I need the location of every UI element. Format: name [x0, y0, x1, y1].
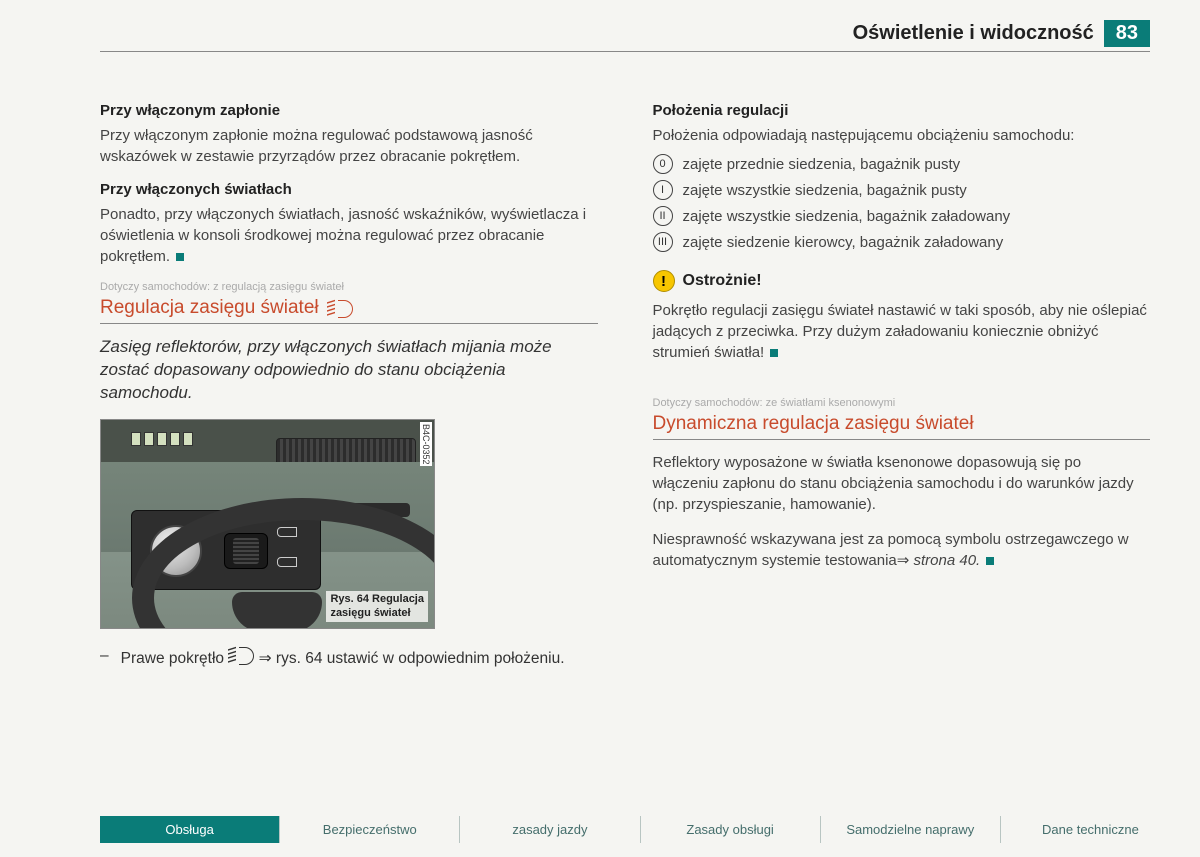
- position-item-1: I zajęte wszystkie siedzenia, bagażnik p…: [653, 180, 1151, 200]
- subheading-positions: Położenia regulacji: [653, 102, 1151, 119]
- end-mark-icon: [986, 557, 994, 565]
- para-xenon-2: Niesprawność wskazywana jest za pomocą s…: [653, 529, 1151, 571]
- headlamp-icon: [327, 300, 353, 316]
- positions-lead: Położenia odpowiadają następującemu obci…: [653, 125, 1151, 146]
- caution-title: Ostrożnie!: [683, 272, 762, 290]
- position-item-0: 0 zajęte przednie siedzenia, bagażnik pu…: [653, 154, 1151, 174]
- applies-note-2: Dotyczy samochodów: ze światłami ksenono…: [653, 397, 1151, 409]
- figure-64-image: B4C-0352 Rys. 64 Regulacja zasięgu świat…: [100, 419, 435, 629]
- para-ignition-on: Przy włączonym zapłonie można regulować …: [100, 125, 598, 167]
- caution-header: ! Ostrożnie!: [653, 270, 1151, 292]
- position-badge-3: III: [653, 232, 673, 252]
- subheading-ignition-on: Przy włączonym zapłonie: [100, 102, 598, 119]
- tab-dane-tech[interactable]: Dane techniczne: [1000, 816, 1180, 843]
- instruction-text: Prawe pokrętło ⇒ rys. 64 ustawić w odpow…: [121, 647, 565, 668]
- bullet-dash: –: [100, 647, 109, 668]
- tab-zasady-jazdy[interactable]: zasady jazdy: [459, 816, 639, 843]
- tab-obsluga[interactable]: Obsługa: [100, 816, 279, 843]
- end-mark-icon: [176, 253, 184, 261]
- position-text-1: zajęte wszystkie siedzenia, bagażnik pus…: [683, 182, 967, 199]
- figure-64: B4C-0352 Rys. 64 Regulacja zasięgu świat…: [100, 419, 435, 629]
- position-text-3: zajęte siedzenie kierowcy, bagażnik zała…: [683, 234, 1004, 251]
- instruction-step: – Prawe pokrętło ⇒ rys. 64 ustawić w odp…: [100, 647, 598, 668]
- section-title-range: Regulacja zasięgu świateł: [100, 297, 598, 324]
- para-lights-on: Ponadto, przy włączonych światłach, jasn…: [100, 204, 598, 267]
- page-number: 83: [1104, 20, 1150, 47]
- position-badge-0: 0: [653, 154, 673, 174]
- position-text-2: zajęte wszystkie siedzenia, bagażnik zał…: [683, 208, 1011, 225]
- section-title-range-text: Regulacja zasięgu świateł: [100, 297, 319, 319]
- header-title: Oświetlenie i widoczność: [853, 22, 1094, 45]
- para-lights-on-text: Ponadto, przy włączonych światłach, jasn…: [100, 206, 586, 265]
- section-title-dynamic: Dynamiczna regulacja zasięgu świateł: [653, 413, 1151, 440]
- end-mark-icon: [770, 349, 778, 357]
- position-badge-1: I: [653, 180, 673, 200]
- position-text-0: zajęte przednie siedzenia, bagażnik pust…: [683, 156, 961, 173]
- footer-tabs: Obsługa Bezpieczeństwo zasady jazdy Zasa…: [100, 816, 1180, 843]
- positions-list: 0 zajęte przednie siedzenia, bagażnik pu…: [653, 154, 1151, 252]
- para-xenon-1: Reflektory wyposażone w światła ksenonow…: [653, 452, 1151, 515]
- caution-icon: !: [653, 270, 675, 292]
- position-item-3: III zajęte siedzenie kierowcy, bagażnik …: [653, 232, 1151, 252]
- figure-code: B4C-0352: [420, 422, 432, 467]
- right-column: Położenia regulacji Położenia odpowiadaj…: [653, 102, 1151, 688]
- italic-lead: Zasięg reflektorów, przy włączonych świa…: [100, 336, 598, 405]
- headlamp-icon-inline: [228, 647, 254, 663]
- tab-bezpieczenstwo[interactable]: Bezpieczeństwo: [279, 816, 459, 843]
- position-badge-2: II: [653, 206, 673, 226]
- page-header: Oświetlenie i widoczność 83: [100, 20, 1150, 52]
- tab-naprawy[interactable]: Samodzielne naprawy: [820, 816, 1000, 843]
- subheading-lights-on: Przy włączonych światłach: [100, 181, 598, 198]
- applies-note-1: Dotyczy samochodów: z regulacją zasięgu …: [100, 281, 598, 293]
- tab-zasady-obslugi[interactable]: Zasady obsługi: [640, 816, 820, 843]
- figure-caption: Rys. 64 Regulacja zasięgu świateł: [326, 591, 428, 621]
- left-column: Przy włączonym zapłonie Przy włączonym z…: [100, 102, 598, 688]
- position-item-2: II zajęte wszystkie siedzenia, bagażnik …: [653, 206, 1151, 226]
- caution-text: Pokrętło regulacji zasięgu świateł nasta…: [653, 300, 1151, 363]
